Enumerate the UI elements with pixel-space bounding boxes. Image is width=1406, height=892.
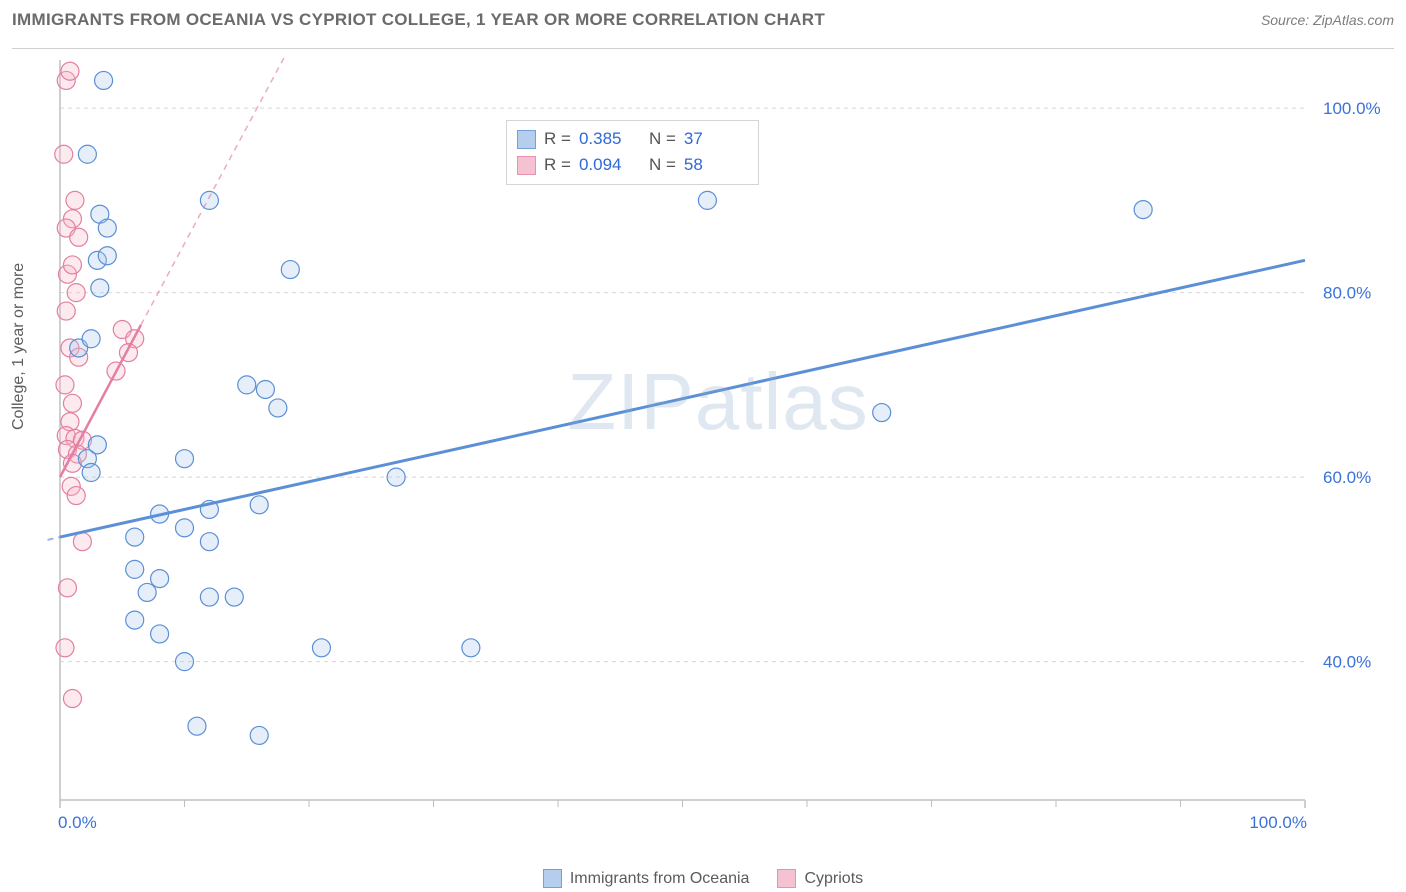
legend-item-cypriots: Cypriots (777, 869, 863, 888)
legend-bottom: Immigrants from Oceania Cypriots (0, 869, 1406, 888)
legend-stats-row-oceania: R = 0.385 N = 37 (517, 126, 746, 152)
scatter-plot: 40.0%60.0%80.0%100.0%0.0%100.0% ZIPatlas… (46, 58, 1390, 840)
legend-label-cypriots: Cypriots (804, 870, 863, 888)
legend-item-oceania: Immigrants from Oceania (543, 869, 750, 888)
title-bar: IMMIGRANTS FROM OCEANIA VS CYPRIOT COLLE… (12, 10, 1394, 49)
swatch-oceania-icon (543, 869, 562, 888)
legend-label-oceania: Immigrants from Oceania (570, 870, 750, 888)
swatch-cypriots (517, 156, 536, 175)
svg-text:100.0%: 100.0% (1323, 99, 1381, 118)
svg-text:80.0%: 80.0% (1323, 284, 1371, 303)
legend-stats: R = 0.385 N = 37 R = 0.094 N = 58 (506, 120, 759, 185)
chart-title: IMMIGRANTS FROM OCEANIA VS CYPRIOT COLLE… (12, 10, 825, 30)
y-axis-label: College, 1 year or more (10, 263, 28, 430)
chart-source: Source: ZipAtlas.com (1261, 12, 1394, 28)
svg-text:100.0%: 100.0% (1249, 813, 1307, 832)
swatch-oceania (517, 130, 536, 149)
svg-text:60.0%: 60.0% (1323, 468, 1371, 487)
svg-text:0.0%: 0.0% (58, 813, 97, 832)
svg-text:40.0%: 40.0% (1323, 653, 1371, 672)
swatch-cypriots-icon (777, 869, 796, 888)
legend-stats-row-cypriots: R = 0.094 N = 58 (517, 152, 746, 178)
